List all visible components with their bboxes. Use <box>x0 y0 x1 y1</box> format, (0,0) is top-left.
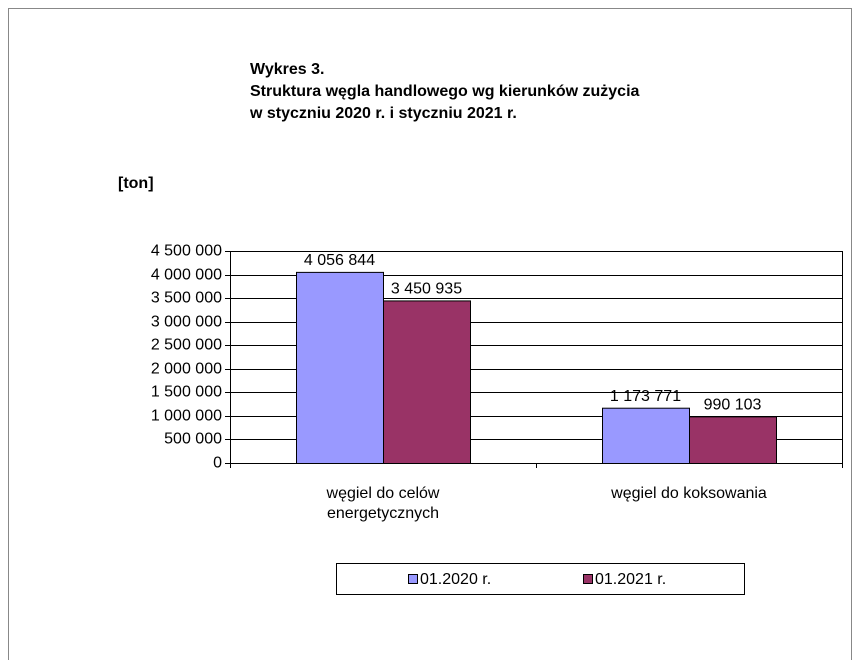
chart-title-line: w styczniu 2020 r. i styczniu 2021 r. <box>249 105 517 122</box>
y-tick-label: 4 500 000 <box>151 243 222 260</box>
legend-label: 01.2020 r. <box>420 571 491 588</box>
y-tick-label: 500 000 <box>164 431 222 448</box>
y-tick-label: 4 000 000 <box>151 267 222 284</box>
y-tick-label: 3 500 000 <box>151 290 222 307</box>
value-label: 990 103 <box>704 397 762 414</box>
value-label: 3 450 935 <box>391 281 462 298</box>
chart-title-line: Struktura węgla handlowego wg kierunków … <box>250 83 640 100</box>
legend-box <box>336 563 745 595</box>
x-tick-label: węgiel do celów energetycznych <box>326 485 440 522</box>
y-tick-label: 3 000 000 <box>151 314 222 331</box>
legend-swatch <box>583 574 593 584</box>
legend-label: 01.2021 r. <box>595 571 666 588</box>
y-tick-label: 0 <box>213 455 222 472</box>
bar <box>602 407 690 464</box>
y-tick-label: 2 000 000 <box>151 361 222 378</box>
legend-swatch <box>408 574 418 584</box>
bar <box>296 271 384 464</box>
bar <box>383 300 471 464</box>
y-tick-label: 2 500 000 <box>151 337 222 354</box>
chart-title-line: Wykres 3. <box>250 61 324 78</box>
y-axis-label: [ton] <box>118 175 154 192</box>
bar <box>689 416 777 464</box>
value-label: 1 173 771 <box>610 388 681 405</box>
y-tick-label: 1 000 000 <box>151 408 222 425</box>
x-tick-label: węgiel do koksowania <box>611 485 767 502</box>
y-tick-label: 1 500 000 <box>151 384 222 401</box>
value-label: 4 056 844 <box>304 252 375 269</box>
